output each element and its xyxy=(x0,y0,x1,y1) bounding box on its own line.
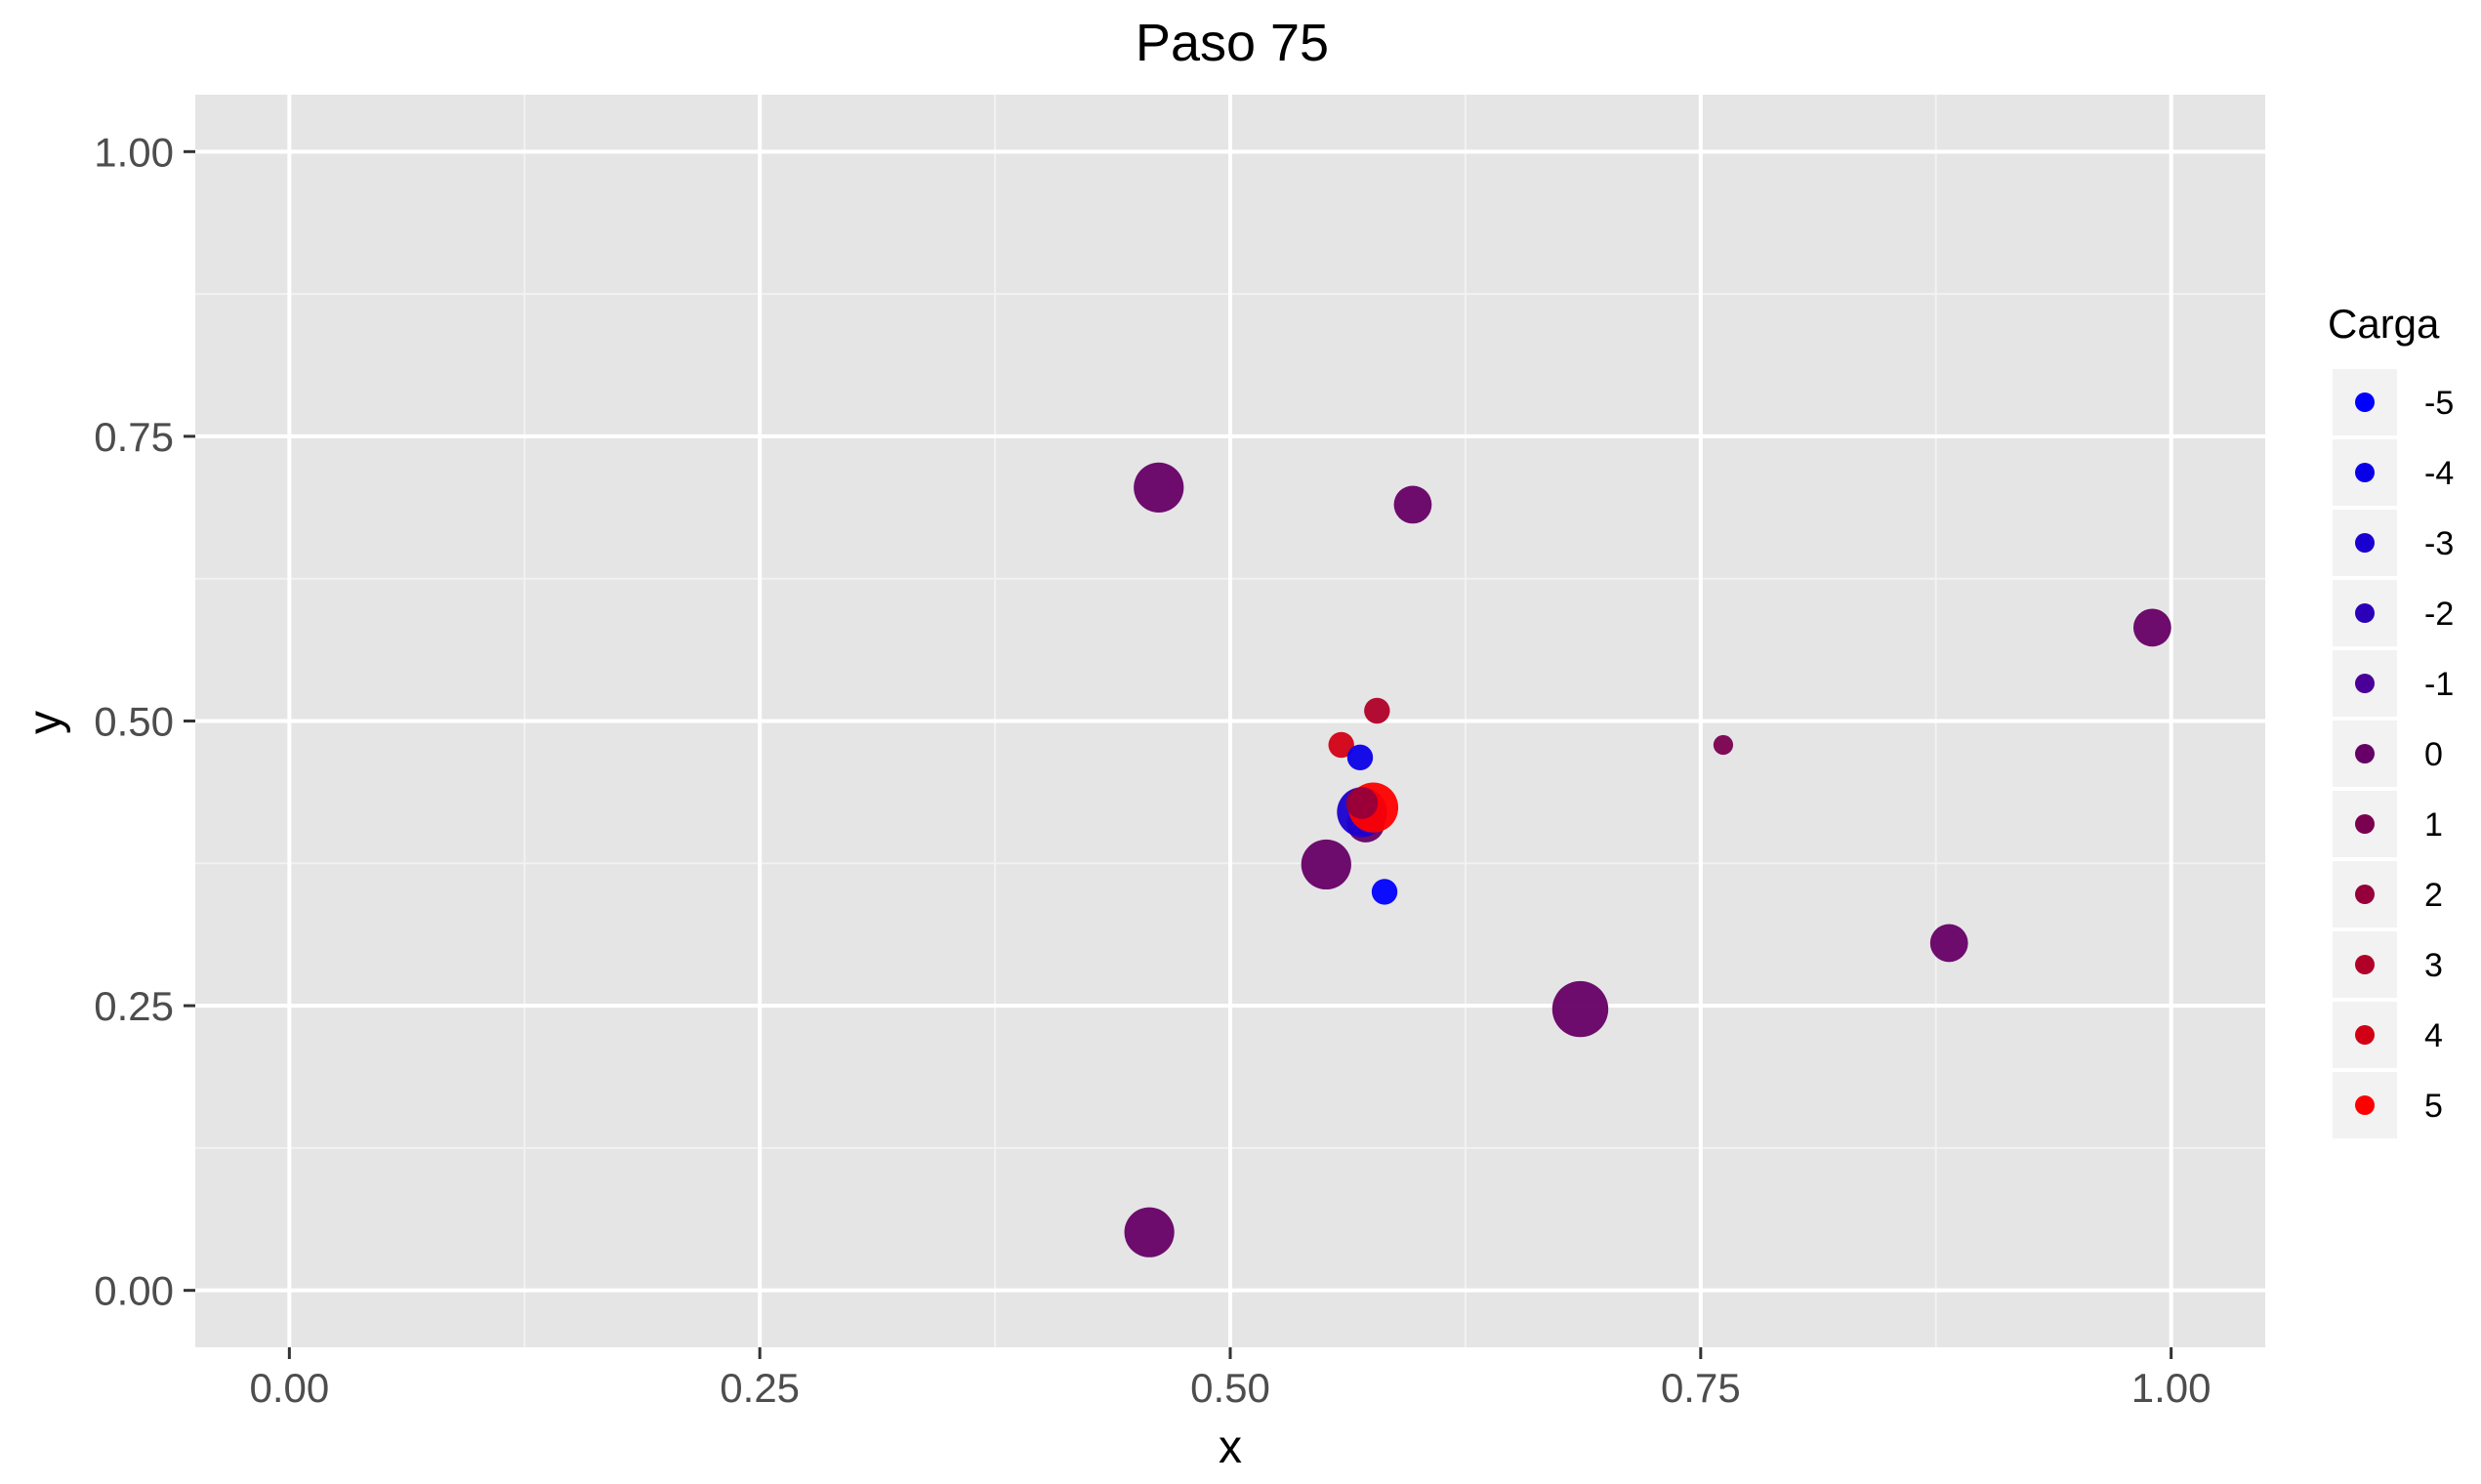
legend-swatch xyxy=(2355,392,2375,412)
x-tick-label: 0.75 xyxy=(1661,1365,1741,1411)
data-point xyxy=(1134,462,1184,513)
data-point xyxy=(1124,1207,1175,1257)
legend: -5 -4 -3 -2 -1 0 1 2 3 4 5 xyxy=(2333,369,2454,1138)
x-axis-ticks: 0.00 0.25 0.50 0.75 1.00 xyxy=(249,1347,2212,1411)
legend-label: -1 xyxy=(2424,666,2454,703)
y-axis-title: y xyxy=(20,711,71,734)
x-axis-title: x xyxy=(1219,1422,1242,1473)
data-point xyxy=(1371,879,1398,905)
legend-label: 2 xyxy=(2424,877,2443,914)
legend-swatch xyxy=(2355,463,2375,482)
legend-swatch xyxy=(2355,1095,2375,1115)
x-tick-label: 0.00 xyxy=(249,1365,329,1411)
data-points xyxy=(1124,462,2171,1257)
data-point xyxy=(1328,731,1354,759)
data-point xyxy=(1393,485,1432,524)
legend-label: 3 xyxy=(2424,947,2443,984)
data-point xyxy=(2132,608,2171,647)
data-point xyxy=(1364,697,1390,724)
legend-label: -3 xyxy=(2424,525,2454,562)
y-tick-label: 1.00 xyxy=(94,129,174,175)
x-tick-label: 0.25 xyxy=(720,1365,800,1411)
legend-swatch xyxy=(2355,744,2375,763)
legend-swatch xyxy=(2355,1025,2375,1045)
data-point xyxy=(1301,839,1351,890)
chart-title: Paso 75 xyxy=(1136,14,1329,72)
legend-swatch xyxy=(2355,955,2375,974)
legend-label: -4 xyxy=(2424,455,2454,492)
legend-label: 5 xyxy=(2424,1088,2443,1125)
data-point xyxy=(1929,924,1968,963)
legend-swatch xyxy=(2355,885,2375,904)
data-point xyxy=(1345,787,1379,819)
legend-swatch xyxy=(2355,674,2375,693)
legend-swatch xyxy=(2355,603,2375,623)
legend-label: -2 xyxy=(2424,596,2454,633)
data-point xyxy=(1713,734,1734,756)
x-tick-label: 0.50 xyxy=(1190,1365,1270,1411)
legend-swatch xyxy=(2355,814,2375,834)
legend-label: 0 xyxy=(2424,736,2443,773)
data-point xyxy=(1551,980,1609,1038)
grid-major xyxy=(195,95,2265,1347)
legend-label: -5 xyxy=(2424,385,2454,422)
legend-title: Carga xyxy=(2328,301,2440,347)
legend-label: 1 xyxy=(2424,806,2443,844)
data-point xyxy=(1346,744,1374,771)
y-axis-ticks: 0.00 0.25 0.50 0.75 1.00 xyxy=(94,129,195,1314)
y-tick-label: 0.50 xyxy=(94,699,174,745)
legend-label: 4 xyxy=(2424,1017,2443,1054)
y-tick-label: 0.75 xyxy=(94,414,174,460)
legend-swatch xyxy=(2355,533,2375,553)
x-tick-label: 1.00 xyxy=(2131,1365,2212,1411)
y-tick-label: 0.25 xyxy=(94,983,174,1029)
y-tick-label: 0.00 xyxy=(94,1268,174,1314)
